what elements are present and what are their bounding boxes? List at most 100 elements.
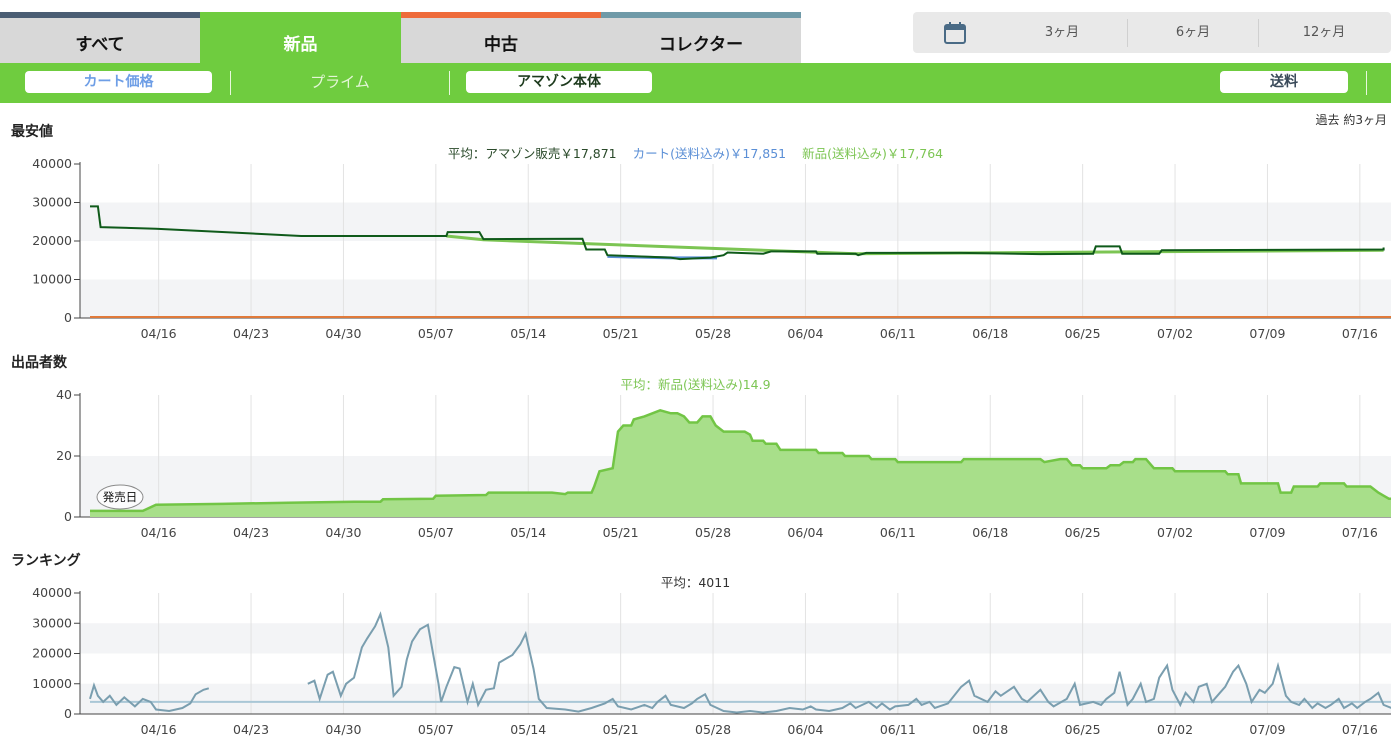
x-tick-label: 05/21 [603, 722, 639, 737]
filter-divider [1366, 71, 1367, 95]
x-tick-label: 05/21 [603, 326, 639, 341]
amazon-toggle[interactable]: アマゾン本体 [466, 71, 652, 93]
x-tick-label: 05/28 [695, 326, 731, 341]
x-tick-label: 06/04 [787, 722, 823, 737]
tab-all-label: すべて [75, 35, 125, 55]
x-tick-label: 06/11 [880, 326, 916, 341]
x-tick-label: 04/23 [233, 525, 269, 540]
tab-collector[interactable]: コレクター [601, 12, 801, 63]
ranking-legend: 平均：4011 [0, 572, 1391, 591]
price-chart: 04/16 04/23 04/30 05/07 05/14 05/21 05/28 06/04… [32, 156, 1391, 341]
tab-new[interactable]: 新品 [200, 12, 401, 63]
series-amazon-line [90, 205, 1385, 261]
x-tick-label: 04/30 [325, 326, 361, 341]
y-tick-label: 30000 [32, 195, 72, 210]
y-tick-label: 20000 [32, 646, 72, 661]
grid-band [80, 202, 1391, 241]
x-tick-label: 07/09 [1249, 722, 1285, 737]
x-tick-label: 04/16 [141, 326, 177, 341]
x-tick-label: 05/14 [510, 722, 546, 737]
series-new-line [446, 234, 1384, 256]
tab-new-label: 新品 [283, 35, 318, 55]
sellers-section-title: 出品者数 [11, 355, 67, 371]
x-tick-label: 04/23 [233, 326, 269, 341]
grid-band [80, 279, 1391, 318]
x-tick-label: 07/02 [1157, 525, 1193, 540]
price-section-title: 最安値 [11, 124, 53, 140]
x-tick-label: 07/16 [1342, 722, 1378, 737]
x-tick-label: 04/16 [141, 722, 177, 737]
y-tick-label: 0 [64, 706, 72, 721]
y-tick-label: 0 [64, 509, 72, 524]
legend-ranking-avg: 平均：4011 [660, 575, 731, 590]
ranking-section-title: ランキング [11, 553, 81, 569]
x-tick-label: 04/30 [325, 722, 361, 737]
condition-tabs: すべて 新品 中古 コレクター [0, 12, 801, 63]
x-tick-label: 07/09 [1249, 525, 1285, 540]
range-6-months[interactable]: 6ヶ月 [1127, 18, 1258, 47]
y-tick-label: 20 [56, 448, 72, 463]
y-tick-label: 10000 [32, 676, 72, 691]
legend-amazon: 平均：アマゾン販売￥17,871 [447, 146, 617, 161]
y-tick-label: 10000 [32, 272, 72, 287]
x-tick-label: 07/09 [1249, 326, 1285, 341]
x-tick-label: 06/04 [787, 326, 823, 341]
tab-collector-label: コレクター [658, 35, 744, 55]
x-tick-label: 07/02 [1157, 326, 1193, 341]
series-ranking-line [307, 611, 1391, 714]
filter-divider [449, 71, 450, 95]
release-date-marker [96, 484, 144, 510]
x-tick-label: 07/02 [1157, 722, 1193, 737]
series-new-area [90, 410, 1391, 517]
y-tick-label: 20000 [32, 233, 72, 248]
y-tick-label: 30000 [32, 615, 72, 630]
cart-price-toggle[interactable]: カート価格 [25, 71, 212, 93]
legend-new: 新品(送料込み)￥17,764 [802, 146, 944, 161]
y-tick-label: 40000 [32, 585, 72, 600]
x-tick-label: 04/23 [233, 722, 269, 737]
x-tick-label: 07/16 [1342, 525, 1378, 540]
x-tick-label: 05/14 [510, 326, 546, 341]
x-tick-label: 06/04 [787, 525, 823, 540]
x-tick-label: 06/25 [1065, 525, 1101, 540]
release-date-label: 発売日 [103, 490, 138, 504]
x-tick-label: 06/25 [1065, 326, 1101, 341]
x-tick-label: 06/11 [880, 722, 916, 737]
ranking-chart: 04/16 04/23 04/30 05/07 05/14 05/21 05/28 06/04… [32, 585, 1391, 737]
tab-used[interactable]: 中古 [401, 12, 601, 63]
shipping-toggle[interactable]: 送料 [1220, 71, 1348, 93]
x-tick-label: 06/11 [880, 525, 916, 540]
x-tick-label: 05/14 [510, 525, 546, 540]
x-tick-label: 07/16 [1342, 326, 1378, 341]
x-tick-label: 04/16 [141, 525, 177, 540]
x-tick-label: 06/18 [972, 326, 1008, 341]
range-3-months[interactable]: 3ヶ月 [1044, 24, 1080, 40]
filter-bar: カート価格 プライム アマゾン本体 送料 [0, 63, 1391, 103]
calendar-icon[interactable] [913, 12, 997, 53]
x-tick-label: 04/30 [325, 525, 361, 540]
range-12-months[interactable]: 12ヶ月 [1258, 18, 1389, 47]
y-tick-label: 0 [64, 310, 72, 325]
x-tick-label: 06/25 [1065, 722, 1101, 737]
sellers-chart: 04/16 04/23 04/30 05/07 05/14 05/21 05/28 06/04… [56, 387, 1391, 540]
prime-toggle[interactable]: プライム [310, 73, 370, 91]
series-ranking-line [89, 682, 210, 713]
x-tick-label: 06/18 [972, 525, 1008, 540]
legend-cart: カート(送料込み)￥17,851 [632, 146, 787, 161]
x-tick-label: 05/07 [418, 326, 454, 341]
range-selector: 3ヶ月 6ヶ月 12ヶ月 [913, 12, 1391, 53]
price-legend: 平均：アマゾン販売￥17,871 カート(送料込み)￥17,851 新品(送料込… [0, 143, 1391, 162]
series-new-line [90, 408, 1391, 513]
x-tick-label: 05/28 [695, 525, 731, 540]
sellers-legend: 平均：新品(送料込み)14.9 [0, 374, 1391, 393]
x-tick-label: 05/21 [603, 525, 639, 540]
tab-all[interactable]: すべて [0, 12, 200, 63]
legend-sellers-avg: 平均：新品(送料込み)14.9 [620, 377, 771, 392]
period-note: 過去 約3ヶ月 [1315, 113, 1387, 127]
filter-divider [230, 71, 231, 95]
x-tick-label: 05/07 [418, 722, 454, 737]
y-tick-label: 40 [56, 387, 72, 402]
tab-used-label: 中古 [484, 35, 518, 55]
x-tick-label: 05/07 [418, 525, 454, 540]
y-tick-label: 40000 [32, 156, 72, 171]
